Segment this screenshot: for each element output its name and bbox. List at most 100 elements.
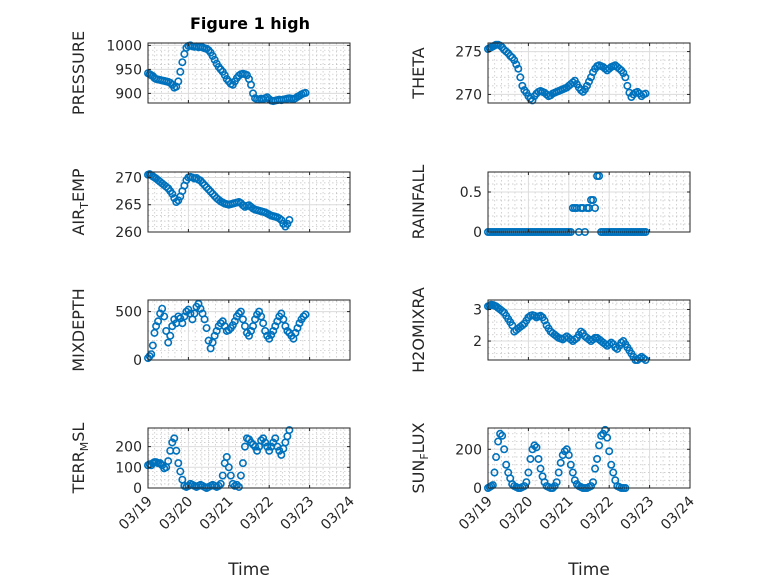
data-point	[249, 322, 258, 331]
data-point	[582, 81, 591, 90]
data-point	[512, 60, 521, 69]
data-point	[196, 176, 205, 185]
data-point	[178, 58, 187, 67]
data-point	[556, 458, 565, 467]
data-point	[522, 478, 531, 487]
data-point	[174, 459, 183, 468]
data-point	[506, 51, 515, 60]
data-point	[240, 322, 249, 331]
y-axis-label: THETA	[409, 47, 428, 99]
y-tick-label: 500	[115, 305, 142, 321]
data-point	[168, 189, 177, 198]
data-point	[584, 77, 593, 86]
y-tick-label: 950	[115, 62, 142, 78]
x-tick-label: 03/24	[318, 493, 358, 533]
data-point	[295, 319, 304, 328]
data-point	[265, 334, 274, 343]
data-point	[554, 468, 563, 477]
data-point	[162, 326, 171, 335]
subplot-airtemp: 260 265 270 AIRTEMP	[69, 168, 351, 241]
data-point	[528, 445, 537, 454]
data-point	[593, 454, 602, 463]
data-point	[500, 445, 509, 454]
data-point	[564, 451, 573, 460]
data-point	[164, 457, 173, 466]
data-point	[502, 460, 511, 469]
y-tick-label: 200	[115, 440, 142, 456]
data-point	[301, 310, 310, 319]
data-point	[536, 464, 545, 473]
subplot-pressure: 900 950 1000 PRESSURE	[69, 31, 351, 115]
data-point	[259, 434, 268, 443]
data-point	[510, 56, 519, 65]
y-tick-label: 270	[455, 87, 482, 103]
data-point	[589, 196, 598, 205]
data-point	[520, 482, 529, 491]
subplot-sunflux: 0 200 03/19 03/20 03/21 03/22 03/23 03/24 Time SU…	[409, 422, 698, 580]
data-point	[234, 482, 243, 491]
data-point	[228, 321, 237, 330]
data-point	[238, 315, 247, 324]
y-axis-label: AIRTEMP	[69, 168, 91, 235]
data-point	[224, 325, 233, 334]
data-point	[534, 454, 543, 463]
y-tick-label: 0	[133, 481, 142, 497]
data-point	[238, 459, 247, 468]
data-point	[589, 478, 598, 487]
y-axis-label: PRESSURE	[69, 31, 88, 115]
y-tick-label: 900	[115, 86, 142, 102]
data-point	[568, 78, 577, 87]
data-point	[178, 319, 187, 328]
y-axis-label: RAINFALL	[409, 165, 428, 240]
data-point	[257, 312, 266, 321]
data-point	[222, 452, 231, 461]
data-point	[208, 338, 217, 347]
data-point	[267, 330, 276, 339]
data-point	[220, 71, 229, 80]
data-point	[496, 41, 505, 50]
data-point	[236, 307, 245, 316]
data-point	[202, 324, 211, 333]
subplot-theta: 270 275 THETA	[409, 40, 691, 105]
data-point	[490, 468, 499, 477]
data-point	[166, 331, 175, 340]
data-point	[198, 178, 207, 187]
y-tick-label: 265	[115, 198, 142, 214]
x-tick-label: 03/24	[658, 493, 698, 533]
axes-frame	[487, 171, 691, 233]
data-point	[216, 479, 225, 488]
data-point	[496, 429, 505, 438]
data-point	[176, 467, 185, 476]
data-point	[170, 434, 179, 443]
axes-frame	[487, 427, 691, 489]
data-point	[226, 471, 235, 480]
data-point	[524, 468, 533, 477]
data-point	[283, 326, 292, 335]
y-axis-label: MIXDEPTH	[69, 288, 88, 371]
data-point	[210, 55, 219, 64]
data-point	[200, 315, 209, 324]
axes-frame	[487, 42, 691, 104]
y-tick-label: 200	[455, 442, 482, 458]
y-axis-label: H2OMIXRA	[409, 287, 428, 373]
x-tick-label: 03/23	[278, 494, 318, 534]
y-tick-label: 1000	[106, 38, 142, 54]
data-point	[204, 185, 213, 194]
data-point	[271, 434, 280, 443]
y-tick-label: 3	[473, 302, 482, 318]
data-point	[595, 172, 604, 181]
data-point	[261, 438, 270, 447]
data-point	[253, 446, 262, 455]
data-point	[530, 441, 539, 450]
data-point	[299, 312, 308, 321]
y-axis-label: SUNFLUX	[409, 422, 431, 493]
data-point	[621, 73, 630, 82]
data-point	[172, 446, 181, 455]
data-point	[609, 468, 618, 477]
data-point	[154, 317, 163, 326]
data-point	[263, 442, 272, 451]
data-point	[540, 478, 549, 487]
data-point	[218, 471, 227, 480]
